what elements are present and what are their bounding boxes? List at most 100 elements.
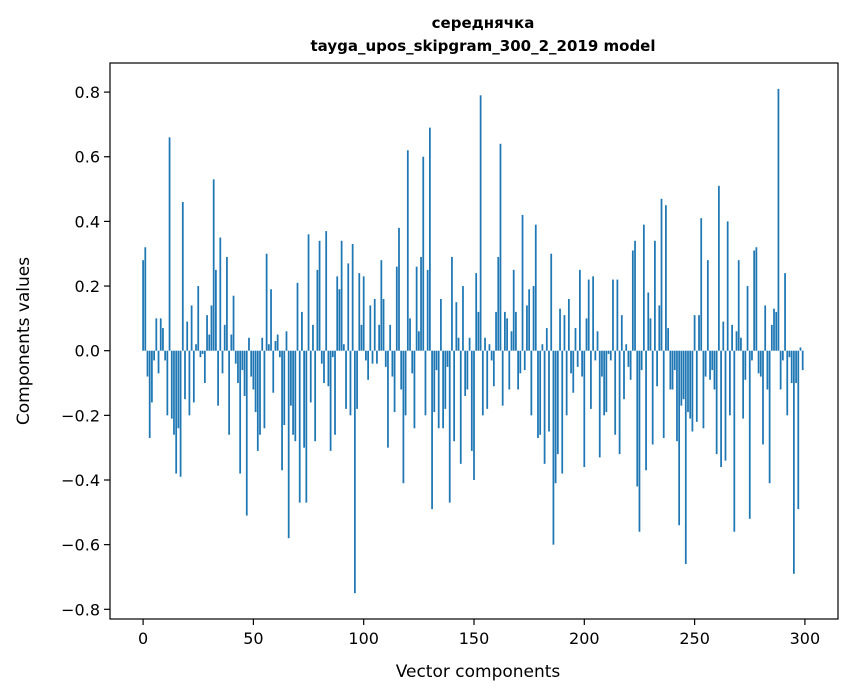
bar [226, 256, 228, 351]
bar [404, 350, 407, 416]
bar [320, 350, 323, 364]
bar [221, 350, 224, 374]
bar [742, 350, 745, 419]
bar [759, 350, 762, 377]
bar [303, 350, 306, 448]
bar [543, 350, 546, 464]
bar [757, 350, 760, 374]
bar [429, 127, 431, 351]
bar [159, 318, 162, 351]
bar [444, 350, 447, 409]
bar [590, 350, 592, 409]
bar [711, 350, 714, 371]
bar [327, 350, 330, 387]
bar [797, 350, 800, 510]
y-tick-label: 0.8 [75, 83, 100, 102]
bar [508, 350, 511, 390]
bar [512, 269, 515, 351]
bar [389, 324, 392, 351]
bar [301, 311, 303, 351]
bar [499, 143, 502, 351]
bar [468, 337, 471, 351]
bar [307, 234, 310, 351]
bar [318, 240, 321, 351]
bar [462, 286, 464, 351]
bar [323, 350, 325, 384]
bar [781, 350, 784, 361]
bar [784, 273, 786, 351]
bar [517, 350, 519, 390]
bar [192, 350, 195, 403]
chart-title-line-2: tayga_upos_skipgram_300_2_2019 model [311, 37, 656, 55]
bar [342, 344, 345, 351]
bar [477, 311, 480, 351]
bar [704, 350, 707, 377]
bar [406, 150, 409, 351]
bar [296, 282, 299, 351]
bar [541, 344, 544, 351]
bar [636, 350, 639, 487]
bar [592, 276, 594, 351]
bar [581, 350, 583, 377]
bar [501, 350, 504, 406]
bar [391, 350, 394, 377]
bar [155, 318, 158, 351]
bar [371, 350, 374, 364]
bar [605, 350, 608, 413]
y-tick-label: 0.4 [75, 212, 100, 231]
bar [755, 247, 758, 351]
bar [157, 350, 160, 374]
bar [473, 350, 475, 480]
bar [532, 286, 535, 351]
x-tick-label: 300 [790, 629, 821, 648]
bar [261, 337, 264, 351]
bar [290, 350, 292, 406]
bar [336, 276, 339, 351]
bar [777, 88, 780, 351]
bar [199, 350, 202, 358]
bar [186, 321, 189, 351]
bar [177, 350, 180, 429]
bar [459, 350, 462, 464]
bar [515, 311, 517, 351]
bar [234, 350, 237, 364]
bar [409, 318, 411, 351]
bar [369, 305, 372, 351]
bar [166, 350, 169, 416]
bar [433, 350, 436, 413]
bar [446, 350, 449, 367]
bar [484, 337, 486, 351]
bar [583, 350, 586, 468]
bar [649, 318, 652, 351]
bar [237, 350, 239, 384]
bar [287, 350, 290, 539]
bar [422, 156, 425, 351]
bar [206, 315, 208, 351]
bar [598, 350, 601, 458]
bar [285, 331, 288, 351]
bar [309, 350, 312, 403]
bar [748, 350, 751, 519]
bar [146, 350, 149, 377]
bar [470, 350, 473, 451]
bar [735, 331, 738, 351]
bar [201, 350, 204, 354]
y-tick-label: −0.2 [61, 406, 100, 425]
bar [695, 350, 698, 422]
bar [594, 350, 597, 361]
bar [334, 350, 336, 435]
bar [733, 350, 736, 532]
bar [720, 350, 722, 468]
bar [486, 350, 489, 409]
bar [239, 350, 242, 474]
bar [629, 350, 632, 380]
bar [466, 350, 469, 390]
bar [331, 350, 334, 358]
bar [770, 324, 773, 351]
bar [744, 350, 747, 380]
bar [281, 350, 283, 471]
bar [367, 350, 369, 380]
bar [455, 302, 458, 351]
y-tick-label: −0.8 [61, 600, 100, 619]
